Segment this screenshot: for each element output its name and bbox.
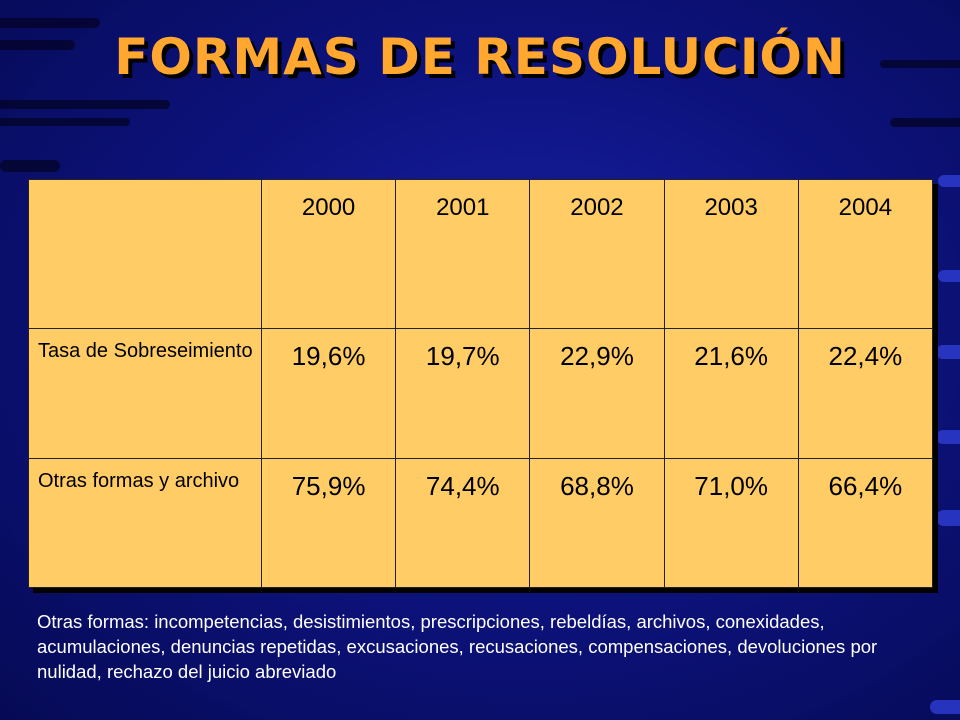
background-stripe xyxy=(936,345,960,359)
table-header-row: 2000 2001 2002 2003 2004 xyxy=(28,178,934,330)
background-stripe xyxy=(936,430,960,444)
table-cell-value: 22,4% xyxy=(797,328,934,459)
table-cell-value: 66,4% xyxy=(797,457,934,589)
table-cell-value: 74,4% xyxy=(395,457,531,589)
column-header: 2003 xyxy=(663,178,799,330)
background-stripe xyxy=(936,510,960,526)
table-cell-value: 68,8% xyxy=(529,457,665,589)
background-stripe xyxy=(938,175,960,187)
table-cell-value: 19,6% xyxy=(260,328,397,459)
background-stripe xyxy=(938,270,960,282)
background-stripe xyxy=(0,40,75,50)
background-stripe xyxy=(930,700,960,714)
table-cell-value: 75,9% xyxy=(260,457,397,589)
table-cell-value: 21,6% xyxy=(663,328,799,459)
table-corner-cell xyxy=(28,178,262,330)
column-header: 2001 xyxy=(395,178,531,330)
table-cell-value: 22,9% xyxy=(529,328,665,459)
background-stripe xyxy=(0,118,130,126)
table-row: Otras formas y archivo 75,9% 74,4% 68,8%… xyxy=(28,457,934,589)
row-label: Tasa de Sobreseimiento xyxy=(28,328,262,459)
column-header: 2000 xyxy=(260,178,397,330)
column-header: 2004 xyxy=(797,178,934,330)
table-cell-value: 71,0% xyxy=(663,457,799,589)
background-stripe xyxy=(880,60,960,68)
table-row: Tasa de Sobreseimiento 19,6% 19,7% 22,9%… xyxy=(28,328,934,459)
column-header: 2002 xyxy=(529,178,665,330)
background-stripe xyxy=(0,160,60,172)
background-stripe xyxy=(890,118,960,127)
background-stripe xyxy=(0,100,170,109)
row-label: Otras formas y archivo xyxy=(28,457,262,589)
footnote-text: Otras formas: incompetencias, desistimie… xyxy=(37,611,878,682)
background-stripe xyxy=(0,18,100,28)
table-cell-value: 19,7% xyxy=(395,328,531,459)
resolution-table: 2000 2001 2002 2003 2004 Tasa de Sobrese… xyxy=(28,178,934,589)
page-title: FORMAS DE RESOLUCIÓN xyxy=(114,28,846,86)
